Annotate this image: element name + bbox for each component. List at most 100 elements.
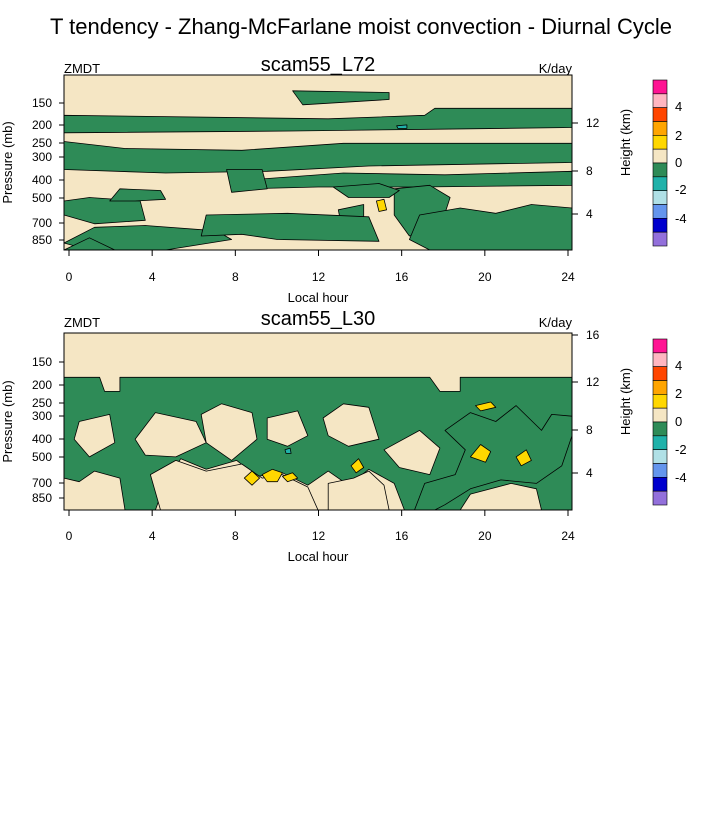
- panel-2-y-tick-label: 400: [32, 432, 52, 446]
- panel-1-y-tick-label: 850: [32, 233, 52, 247]
- panel-2-contour-region: [261, 468, 283, 483]
- panel-1-contour-region: [109, 188, 167, 202]
- panel-2-contour-region: [200, 403, 258, 461]
- panel-1-colorbar-label: 2: [675, 128, 682, 143]
- panel-2-contour-region: [515, 449, 532, 467]
- panel-2-colorbar-swatch: [652, 435, 668, 450]
- panel-1-contour-region: [332, 183, 400, 198]
- panel-1-y-tick-label: 150: [32, 96, 52, 110]
- panel-2-colorbar-swatch: [652, 366, 668, 381]
- panel-1-variable-label: ZMDT: [64, 61, 100, 76]
- panel-1-x-tick-label: 4: [149, 270, 156, 284]
- panel-1-colorbar-swatch: [652, 218, 668, 233]
- panel-1-y2-tick-label: 8: [586, 164, 593, 178]
- panel-1-x-tick-label: 16: [395, 270, 409, 284]
- panel-1-contour-region: [200, 212, 380, 242]
- panel-2-contour-region: [469, 444, 492, 463]
- panel-1-x-tick-label: 12: [312, 270, 326, 284]
- panel-1-units-label: K/day: [539, 61, 573, 76]
- panel-2-colorbar-swatch: [652, 477, 668, 492]
- panel-1-x-tick-label: 0: [66, 270, 73, 284]
- panel-2-contour-region: [350, 458, 365, 474]
- panel-2-y-tick-label: 500: [32, 450, 52, 464]
- panel-1-colorbar-swatch: [652, 79, 668, 95]
- panel-2-colorbar-label: -4: [675, 470, 687, 485]
- panel-2-x-tick-label: 16: [395, 529, 409, 543]
- panel-2-title: scam55_L30: [261, 308, 376, 330]
- panel-2-colorbar-label: 0: [675, 414, 682, 429]
- panel-1-colorbar-label: 4: [675, 99, 682, 114]
- panel-1-x-tick-label: 20: [478, 270, 492, 284]
- panel-2-colorbar-label: 2: [675, 386, 682, 401]
- panel-2-y2-tick-label: 4: [586, 466, 593, 480]
- panel-2-variable-label: ZMDT: [64, 315, 100, 330]
- panel-2-x-tick-label: 12: [312, 529, 326, 543]
- panel-1-x-tick-label: 8: [232, 270, 239, 284]
- panel-1-y-tick-label: 700: [32, 216, 52, 230]
- panel-1-colorbar-swatch: [652, 190, 668, 205]
- panel-2-x-tick-label: 8: [232, 529, 239, 543]
- panel-2-contour-region: [243, 470, 261, 486]
- panel-2-units-label: K/day: [539, 315, 573, 330]
- panel-1-colorbar-swatch: [652, 204, 668, 219]
- panel-1-y2-tick-label: 4: [586, 207, 593, 221]
- panel-1-colorbar-label: -4: [675, 211, 687, 226]
- panel-2-colorbar-swatch: [652, 421, 668, 437]
- panel-1-colorbar-label: 0: [675, 155, 682, 170]
- panel-2-x-tick-label: 4: [149, 529, 156, 543]
- panel-2-y2-tick-label: 12: [586, 375, 600, 389]
- panel-2-contour-region: [459, 482, 542, 511]
- panel-1-y2-tick-label: 12: [586, 116, 600, 130]
- panel-2-colorbar-swatch: [652, 338, 668, 354]
- panel-2-y-axis-label: Pressure (mb): [0, 380, 15, 462]
- panel-1-y-tick-label: 300: [32, 150, 52, 164]
- panel-2-contour-region: [266, 410, 309, 447]
- panel-2-contour-region: [322, 403, 380, 447]
- panel-1-x-axis-label: Local hour: [288, 290, 349, 305]
- panel-2-contour-region: [73, 413, 116, 458]
- panel-1-contour-region: [63, 225, 233, 251]
- panel-1-contour-region: [226, 169, 268, 193]
- figure-title: T tendency - Zhang-McFarlane moist conve…: [50, 14, 672, 39]
- panel-2-x-tick-label: 0: [66, 529, 73, 543]
- panel-2-colorbar-swatch: [652, 407, 668, 423]
- panel-2-colorbar-swatch: [652, 490, 668, 506]
- panel-2-y2-axis-label: Height (km): [618, 368, 633, 435]
- panel-2-y-tick-label: 850: [32, 491, 52, 505]
- panel-1-y-tick-label: 500: [32, 191, 52, 205]
- panel-1-colorbar-swatch: [652, 231, 668, 247]
- panel-1-y-tick-label: 400: [32, 173, 52, 187]
- panel-1-colorbar-label: -2: [675, 182, 687, 197]
- panel-1-x-tick-label: 24: [561, 270, 575, 284]
- panel-2-x-axis-label: Local hour: [288, 549, 349, 564]
- panel-1-y-axis-label: Pressure (mb): [0, 121, 15, 203]
- panel-2-y-tick-label: 150: [32, 355, 52, 369]
- panel-2-contour-region: [475, 401, 497, 412]
- panel-1-y2-axis-label: Height (km): [618, 109, 633, 176]
- panel-1-colorbar-swatch: [652, 93, 668, 108]
- panel-2-colorbar-label: -2: [675, 442, 687, 457]
- panel-2-x-tick-label: 20: [478, 529, 492, 543]
- panel-1-colorbar-swatch: [652, 162, 668, 178]
- panel-1-contour-region: [375, 198, 388, 212]
- panel-2-colorbar-swatch: [652, 352, 668, 367]
- panel-1-title: scam55_L72: [261, 54, 376, 76]
- panel-2-y-tick-label: 700: [32, 476, 52, 490]
- panel-2-y2-tick-label: 16: [586, 328, 600, 342]
- panel-1-contour-region: [396, 124, 408, 129]
- panel-1-colorbar-swatch: [652, 121, 668, 136]
- panel-2-contour-region: [383, 429, 441, 476]
- panel-1-colorbar-swatch: [652, 107, 668, 122]
- panel-2-y-tick-label: 250: [32, 396, 52, 410]
- panel-2-y2-tick-label: 8: [586, 423, 593, 437]
- panel-1-colorbar-swatch: [652, 148, 668, 164]
- panel-2-y-tick-label: 200: [32, 378, 52, 392]
- panel-2-contour-region: [281, 472, 299, 483]
- panel-2-x-tick-label: 24: [561, 529, 575, 543]
- panel-2-colorbar-swatch: [652, 463, 668, 478]
- panel-1-contour-region: [292, 90, 390, 106]
- panel-1-colorbar-swatch: [652, 135, 668, 150]
- panel-2-y-tick-label: 300: [32, 409, 52, 423]
- panel-2-colorbar-swatch: [652, 380, 668, 395]
